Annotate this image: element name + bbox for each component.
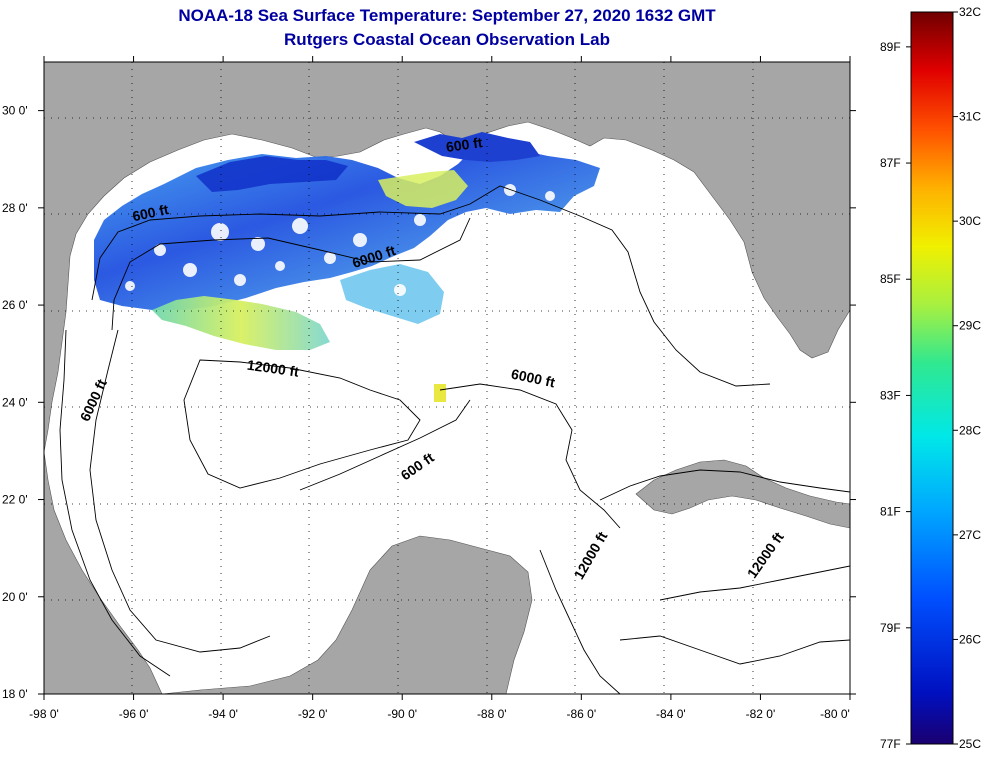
- colorbar-celsius-label: 30C: [959, 214, 981, 228]
- sst-patch-south: [152, 296, 330, 350]
- lon-tick-label: -98 0': [29, 707, 59, 721]
- lon-tick-label: -92 0': [298, 707, 328, 721]
- lat-tick-label: 26 0': [2, 298, 28, 312]
- contour-6000ft-north: [111, 217, 471, 331]
- land-mexico-east: [44, 451, 163, 694]
- cloud-mask: [125, 184, 555, 296]
- axis-labels: -98 0' -96 0' -94 0' -92 0' -90 0' -88 0' -86 …: [2, 104, 850, 721]
- lat-tick-label: 28 0': [2, 201, 28, 215]
- map-title: NOAA-18 Sea Surface Temperature: Septemb…: [178, 6, 716, 25]
- lat-tick-label: 20 0': [2, 590, 28, 604]
- map-frame: [43, 61, 851, 695]
- colorbar-fahrenheit-label: 77F: [880, 737, 901, 751]
- axis-ticks: [38, 56, 856, 700]
- colorbar-celsius-label: 29C: [959, 319, 981, 333]
- sst-patch-yellow-north: [378, 170, 468, 208]
- colorbar-fahrenheit-label: 87F: [880, 156, 901, 170]
- sst-colorbar: [910, 11, 954, 745]
- colorbar-fahrenheit-label: 83F: [880, 388, 901, 402]
- lon-tick-label: -94 0': [208, 707, 238, 721]
- colorbar-fahrenheit-label: 81F: [880, 505, 901, 519]
- contour-label: 600 ft: [131, 201, 170, 224]
- sst-patch-top-blue: [414, 132, 540, 162]
- contour-cuba-shelf: [599, 469, 850, 501]
- contour-label: 12000 ft: [246, 357, 300, 380]
- lon-tick-label: -88 0': [477, 707, 507, 721]
- colorbar-celsius-label: 27C: [959, 528, 981, 542]
- lon-tick-label: -84 0': [656, 707, 686, 721]
- sst-patch-deep-blue: [196, 156, 348, 192]
- lon-tick-label: -80 0': [820, 707, 850, 721]
- graticule: [44, 62, 850, 694]
- lat-tick-label: 30 0': [2, 104, 28, 118]
- contour-12000ft-caribbean: [659, 565, 850, 601]
- lon-tick-label: -90 0': [387, 707, 417, 721]
- contour-label: 600 ft: [445, 134, 484, 155]
- colorbar-fahrenheit-label: 89F: [880, 40, 901, 54]
- bathymetry-contours: [59, 185, 850, 694]
- lat-tick-label: 24 0': [2, 395, 28, 409]
- map-subtitle: Rutgers Coastal Ocean Observation Lab: [284, 30, 610, 49]
- colorbar-celsius-label: 28C: [959, 423, 981, 437]
- contour-600ft-west: [59, 329, 171, 677]
- lon-tick-label: -86 0': [567, 707, 597, 721]
- colorbar-celsius-label: 32C: [959, 5, 981, 19]
- contour-600ft-north: [91, 185, 771, 387]
- colorbar-celsius-label: 31C: [959, 110, 981, 124]
- colorbar-celsius-label: 26C: [959, 632, 981, 646]
- colorbar-celsius-label: 25C: [959, 737, 981, 751]
- contour-600ft-south: [299, 399, 471, 491]
- contour-12000ft: [183, 359, 421, 489]
- contour-6000ft-west: [89, 329, 271, 653]
- lat-tick-label: 22 0': [2, 493, 28, 507]
- contour-6000ft-east: [439, 383, 621, 529]
- colorbar-fahrenheit-label: 79F: [880, 621, 901, 635]
- contour-12000ft-south: [539, 549, 621, 694]
- land-cuba: [635, 459, 850, 529]
- lon-tick-label: -82 0': [746, 707, 776, 721]
- contour-caribbean-2: [619, 635, 850, 665]
- sst-patch-east: [340, 264, 444, 324]
- colorbar-fahrenheit-label: 85F: [880, 272, 901, 286]
- colorbar-labels: 32C 31C 30C 29C 28C 27C 26C 25C 89F 87F 85F 83F 81F 7…: [880, 5, 981, 751]
- sst-patch-small-yellow: [434, 384, 446, 402]
- land-yucatan: [161, 535, 533, 694]
- lon-tick-label: -96 0': [119, 707, 149, 721]
- lat-tick-label: 18 0': [2, 687, 28, 701]
